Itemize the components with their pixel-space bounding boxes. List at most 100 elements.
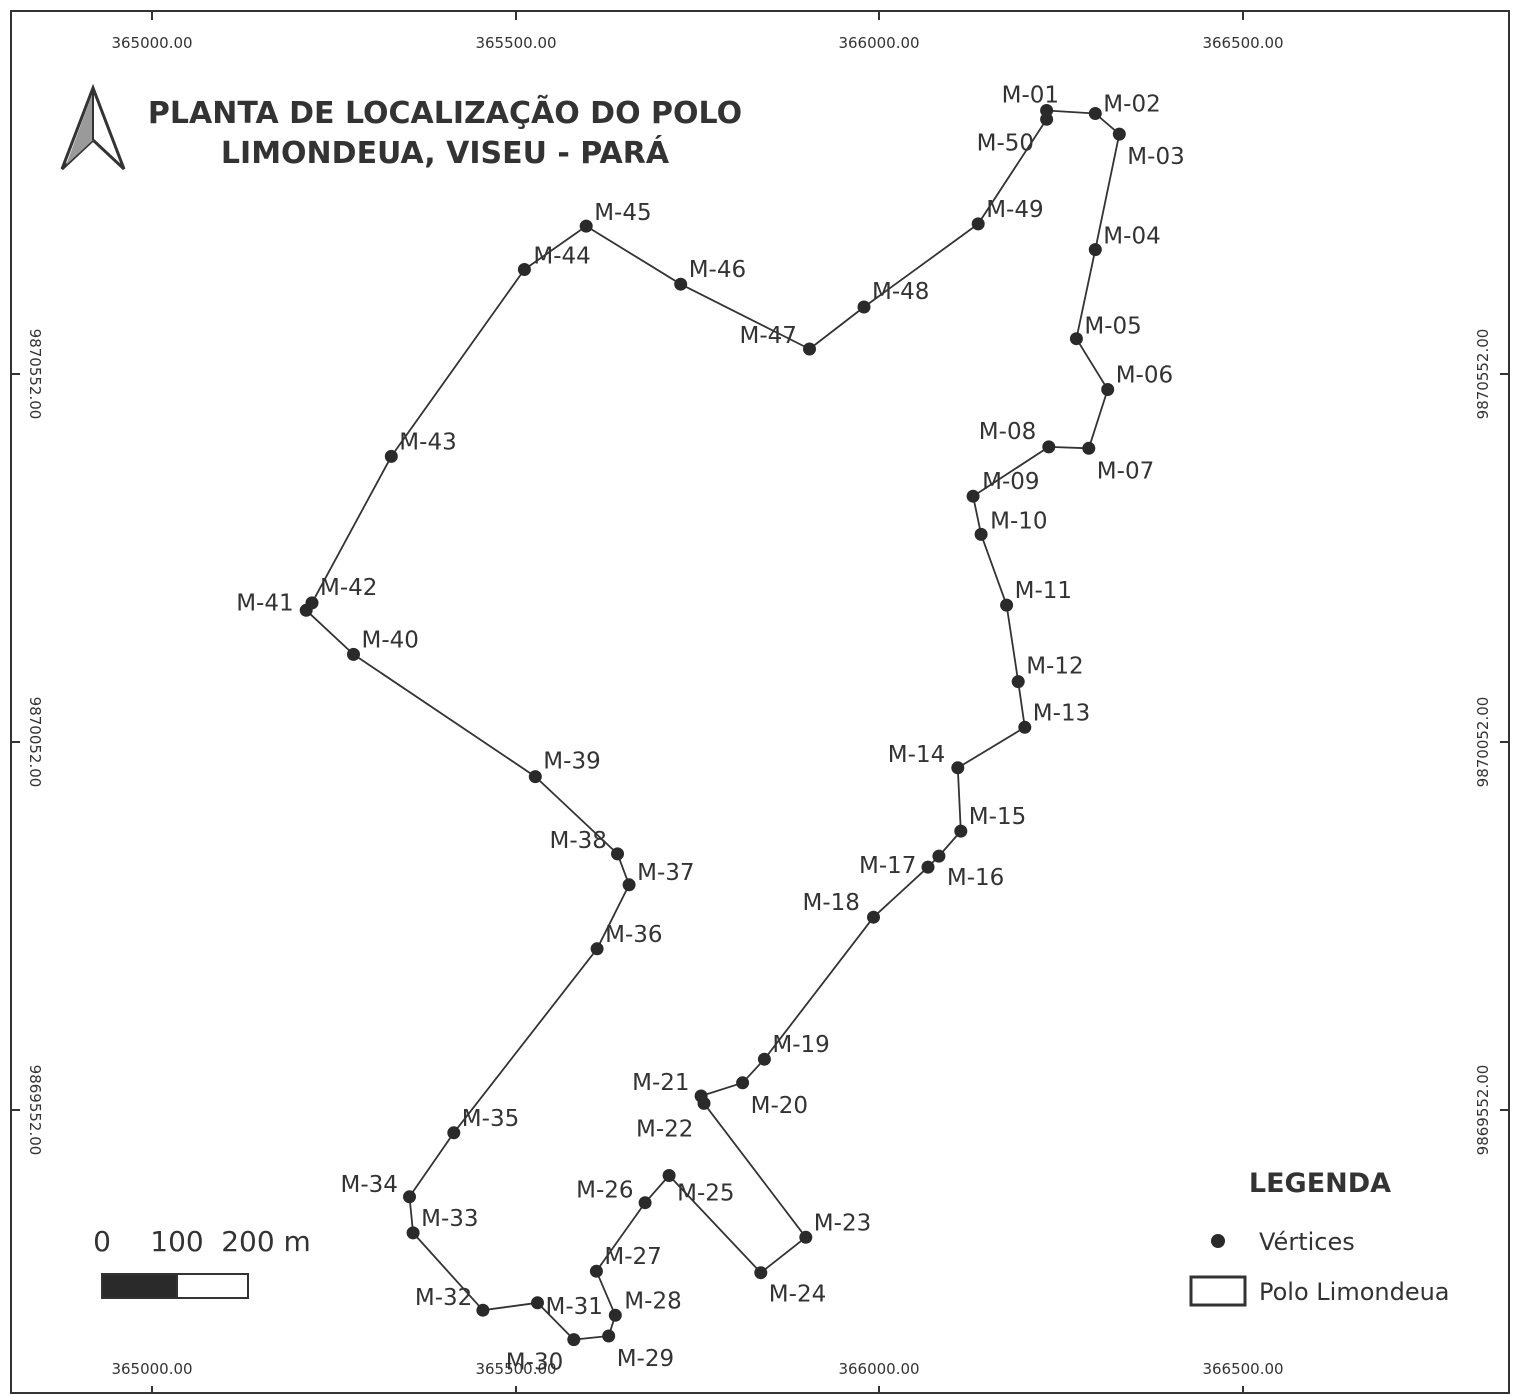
vertex-marker xyxy=(347,647,360,661)
vertex-label: M-49 xyxy=(986,197,1043,223)
vertex-label-layer: M-01 M-02 M-03 M-04 M-05 M-06 M-07 M-08 M-09 M-10… xyxy=(236,83,1185,1376)
vertex-label: M-34 xyxy=(341,1172,398,1198)
vertex-marker xyxy=(857,300,871,314)
legend-title: LEGENDA xyxy=(1249,1168,1391,1199)
vertex-label: M-03 xyxy=(1127,144,1184,170)
vertex-marker xyxy=(579,219,593,233)
vertex-marker xyxy=(638,1196,652,1210)
vertex-label: M-12 xyxy=(1026,654,1083,680)
vertex-marker xyxy=(406,1226,420,1240)
vertex-label: M-13 xyxy=(1033,700,1090,726)
vertex-label: M-10 xyxy=(990,508,1047,534)
vertex-label: M-01 xyxy=(1002,83,1059,109)
grid-y-label-right: 9869552.00 xyxy=(1474,1065,1492,1156)
vertex-label: M-22 xyxy=(636,1116,693,1142)
vertex-marker xyxy=(1069,332,1083,346)
grid-ticks xyxy=(10,10,1510,1394)
vertex-marker xyxy=(1101,383,1115,396)
vertex-marker xyxy=(932,849,946,863)
grid-y-label-left: 9870552.00 xyxy=(26,329,44,420)
vertex-label: M-25 xyxy=(677,1181,734,1207)
vertex-marker xyxy=(971,217,985,231)
scale-label-200: 200 m xyxy=(221,1225,311,1258)
vertex-label: M-07 xyxy=(1097,458,1154,484)
vertex-label: M-19 xyxy=(772,1032,829,1058)
grid-x-label-top: 365500.00 xyxy=(475,34,556,52)
vertex-marker xyxy=(305,596,319,610)
grid-x-label-bottom: 366500.00 xyxy=(1202,1360,1283,1378)
map-frame xyxy=(10,10,1510,1394)
vertex-marker xyxy=(622,878,636,892)
vertex-marker xyxy=(966,489,980,503)
vertex-label: M-40 xyxy=(362,627,419,653)
vertex-marker xyxy=(974,527,988,541)
vertex-layer xyxy=(299,104,1126,1347)
vertex-marker xyxy=(602,1329,616,1343)
vertex-marker xyxy=(1040,112,1054,126)
vertex-marker xyxy=(803,342,816,356)
vertex-marker xyxy=(1011,675,1025,689)
grid-y-label-left: 9869552.00 xyxy=(26,1065,44,1156)
vertex-label: M-50 xyxy=(977,130,1034,156)
vertex-marker xyxy=(674,277,688,291)
vertex-marker xyxy=(611,847,624,861)
vertex-label: M-26 xyxy=(576,1178,633,1204)
vertex-label: M-39 xyxy=(543,749,600,775)
vertex-marker xyxy=(736,1076,750,1090)
map-title-line1: PLANTA DE LOCALIZAÇÃO DO POLO xyxy=(148,94,742,131)
vertex-label: M-24 xyxy=(769,1282,826,1308)
map-title-line2: LIMONDEUA, VISEU - PARÁ xyxy=(221,135,670,171)
vertex-marker xyxy=(1042,440,1056,454)
vertex-marker xyxy=(1018,720,1032,734)
vertex-label: M-45 xyxy=(594,200,651,226)
vertex-marker xyxy=(517,263,531,276)
vertex-label: M-42 xyxy=(320,575,377,601)
vertex-marker xyxy=(528,770,542,784)
grid-x-label-bottom: 366000.00 xyxy=(838,1360,919,1378)
vertex-label: M-23 xyxy=(814,1210,871,1236)
vertex-marker xyxy=(662,1169,676,1182)
vertex-marker xyxy=(447,1126,461,1140)
vertex-marker xyxy=(867,910,880,924)
grid-x-label-top: 366500.00 xyxy=(1202,34,1283,52)
vertex-label: M-14 xyxy=(888,742,945,768)
vertex-marker xyxy=(1112,127,1126,141)
vertex-marker xyxy=(954,824,968,838)
scale-label-100: 100 xyxy=(150,1225,203,1258)
vertex-label: M-37 xyxy=(637,860,694,886)
vertex-label: M-06 xyxy=(1116,363,1173,389)
vertex-marker xyxy=(754,1266,768,1280)
scale-label-0: 0 xyxy=(93,1225,111,1258)
vertex-marker xyxy=(476,1303,490,1317)
vertex-marker xyxy=(531,1296,544,1310)
vertex-label: M-29 xyxy=(617,1346,674,1372)
vertex-label: M-35 xyxy=(462,1106,519,1132)
legend-polo-label: Polo Limondeua xyxy=(1259,1278,1450,1306)
grid-x-label-bottom: 365000.00 xyxy=(111,1360,192,1378)
vertex-label: M-04 xyxy=(1103,224,1160,250)
vertex-marker xyxy=(567,1333,581,1347)
legend: LEGENDA Vértices Polo Limondeua xyxy=(1189,1168,1450,1307)
vertex-marker xyxy=(1082,441,1096,455)
vertex-label: M-16 xyxy=(947,865,1004,891)
vertex-marker xyxy=(921,860,935,874)
vertex-label: M-18 xyxy=(803,890,860,916)
vertex-label: M-15 xyxy=(969,804,1026,830)
vertex-label: M-38 xyxy=(550,828,607,854)
vertex-label: M-17 xyxy=(859,853,916,879)
vertex-label: M-30 xyxy=(506,1350,563,1376)
vertex-marker xyxy=(384,449,398,463)
vertex-label: M-44 xyxy=(533,244,590,270)
vertex-label: M-33 xyxy=(421,1206,478,1232)
vertex-marker xyxy=(590,942,604,956)
vertex-label: M-32 xyxy=(415,1285,472,1311)
legend-vertex-icon xyxy=(1211,1234,1225,1248)
vertex-marker xyxy=(403,1190,416,1204)
grid-x-label-top: 366000.00 xyxy=(838,34,919,52)
vertex-label: M-31 xyxy=(546,1294,603,1320)
vertex-marker xyxy=(589,1264,603,1278)
vertex-label: M-27 xyxy=(604,1244,661,1270)
legend-polygon-icon xyxy=(1189,1275,1247,1307)
vertex-marker xyxy=(757,1052,771,1066)
